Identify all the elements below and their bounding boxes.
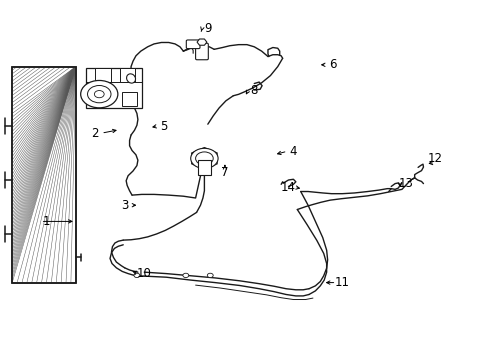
Text: 9: 9: [203, 22, 211, 35]
Bar: [122, 92, 137, 106]
Bar: [120, 68, 135, 82]
Circle shape: [190, 148, 218, 168]
Text: 14: 14: [281, 181, 295, 194]
Circle shape: [207, 273, 213, 278]
Text: 7: 7: [221, 166, 228, 179]
Polygon shape: [191, 148, 217, 169]
Circle shape: [183, 273, 188, 278]
Text: 3: 3: [121, 199, 128, 212]
Circle shape: [134, 273, 140, 278]
Bar: [95, 68, 111, 82]
Text: 10: 10: [137, 267, 151, 280]
Text: 4: 4: [289, 145, 297, 158]
Circle shape: [94, 91, 104, 98]
Text: 2: 2: [91, 127, 99, 140]
Circle shape: [195, 152, 213, 165]
Text: 8: 8: [250, 84, 258, 96]
Polygon shape: [197, 39, 206, 45]
FancyBboxPatch shape: [186, 40, 200, 49]
FancyBboxPatch shape: [195, 43, 208, 60]
Text: 11: 11: [334, 276, 349, 289]
Bar: [12, 67, 76, 283]
Text: 6: 6: [328, 58, 336, 71]
Circle shape: [87, 86, 111, 103]
Text: 12: 12: [427, 152, 442, 165]
Text: 13: 13: [398, 177, 412, 190]
Bar: [197, 160, 211, 175]
Ellipse shape: [126, 74, 135, 83]
Text: 5: 5: [160, 120, 167, 132]
Circle shape: [81, 81, 118, 108]
Text: 1: 1: [42, 215, 50, 228]
Bar: [12, 67, 76, 283]
Bar: [85, 68, 142, 108]
